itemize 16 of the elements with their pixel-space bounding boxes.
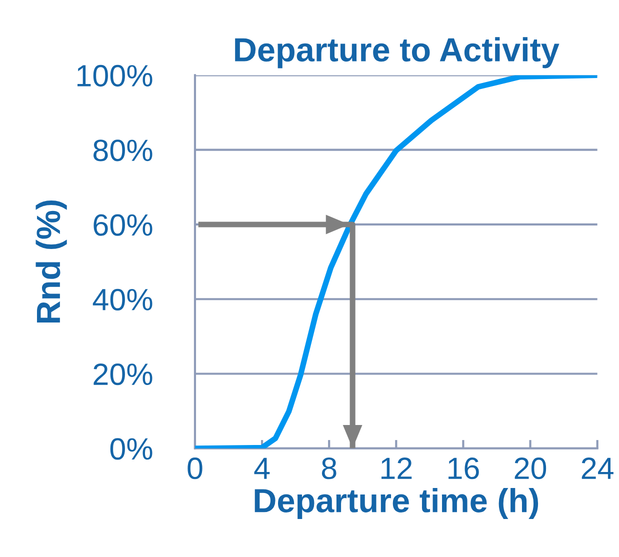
chart-title: Departure to Activity: [235, 37, 560, 68]
x-tick-label: 12: [382, 458, 412, 479]
x-tick-label: 16: [448, 458, 479, 480]
y-tick-label: 0%: [110, 438, 152, 460]
x-tick-label: 8: [322, 458, 336, 480]
x-tick-label: 4: [254, 458, 270, 479]
x-tick-label: 0: [188, 458, 202, 480]
y-tick-label: 80%: [93, 140, 152, 162]
y-tick-label: 40%: [92, 288, 152, 310]
y-tick-label: 100%: [78, 64, 152, 87]
x-tick-label: 20: [514, 458, 546, 480]
x-axis-title: Departure time (h): [254, 488, 538, 520]
y-tick-label: 20%: [94, 363, 152, 386]
x-tick-label: 24: [582, 458, 614, 479]
y-tick-label: 60%: [94, 214, 152, 236]
y-axis-title: Rnd (%): [36, 200, 67, 323]
